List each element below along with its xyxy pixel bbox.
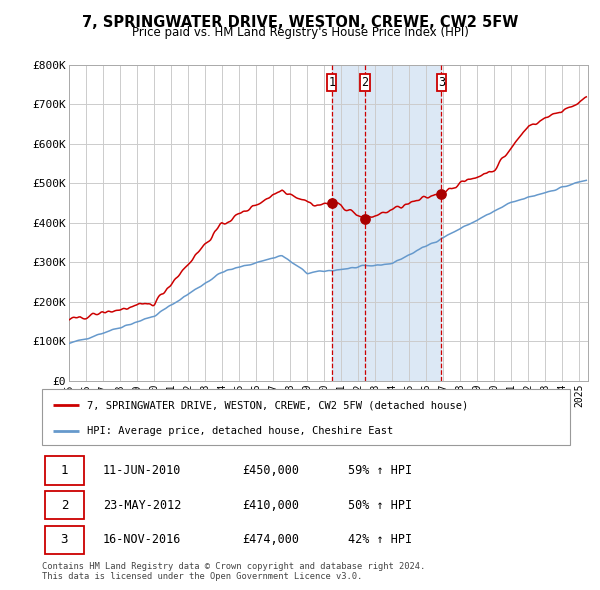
Text: 7, SPRINGWATER DRIVE, WESTON, CREWE, CW2 5FW: 7, SPRINGWATER DRIVE, WESTON, CREWE, CW2… [82,15,518,30]
Text: 50% ↑ HPI: 50% ↑ HPI [348,499,412,512]
FancyBboxPatch shape [44,456,84,484]
Text: Contains HM Land Registry data © Crown copyright and database right 2024.: Contains HM Land Registry data © Crown c… [42,562,425,571]
FancyBboxPatch shape [44,491,84,519]
Text: 3: 3 [438,76,445,88]
Text: 42% ↑ HPI: 42% ↑ HPI [348,533,412,546]
Bar [332,65,442,381]
Text: £474,000: £474,000 [242,533,299,546]
Text: 2: 2 [61,499,68,512]
Text: 16-NOV-2016: 16-NOV-2016 [103,533,181,546]
Text: 2: 2 [361,76,368,88]
Text: Price paid vs. HM Land Registry's House Price Index (HPI): Price paid vs. HM Land Registry's House … [131,26,469,39]
FancyBboxPatch shape [44,526,84,554]
Text: 1: 1 [328,76,335,88]
Point [437,189,446,198]
Text: £410,000: £410,000 [242,499,299,512]
Text: £450,000: £450,000 [242,464,299,477]
Point [360,214,370,224]
Text: 59% ↑ HPI: 59% ↑ HPI [348,464,412,477]
Text: 3: 3 [61,533,68,546]
Text: 7, SPRINGWATER DRIVE, WESTON, CREWE, CW2 5FW (detached house): 7, SPRINGWATER DRIVE, WESTON, CREWE, CW2… [87,400,468,410]
Text: 23-MAY-2012: 23-MAY-2012 [103,499,181,512]
Text: HPI: Average price, detached house, Cheshire East: HPI: Average price, detached house, Ches… [87,427,393,437]
Text: 11-JUN-2010: 11-JUN-2010 [103,464,181,477]
FancyBboxPatch shape [360,74,370,91]
Text: This data is licensed under the Open Government Licence v3.0.: This data is licensed under the Open Gov… [42,572,362,581]
Point [327,198,337,208]
FancyBboxPatch shape [437,74,446,91]
FancyBboxPatch shape [42,389,570,445]
Text: 1: 1 [61,464,68,477]
FancyBboxPatch shape [327,74,337,91]
